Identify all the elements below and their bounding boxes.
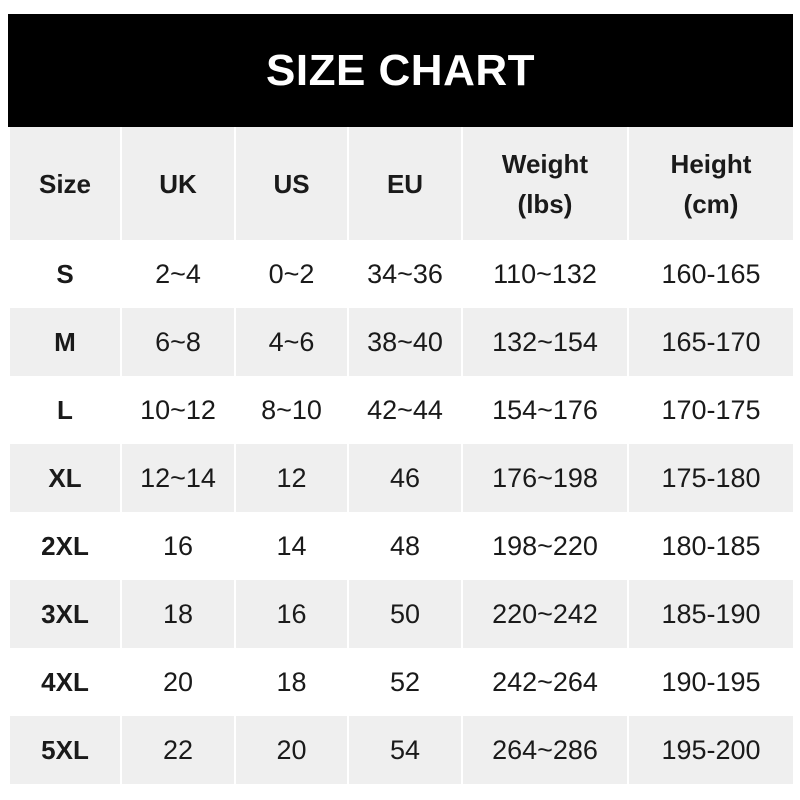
header-row: Size UK US EU Weight (lbs) Height (cm) — [8, 127, 795, 240]
cell-size: 5XL — [8, 716, 122, 784]
cell-height: 195-200 — [627, 716, 795, 784]
cell-eu: 42~44 — [347, 376, 463, 444]
cell-size: S — [8, 240, 122, 308]
cell-weight: 110~132 — [461, 240, 629, 308]
cell-height: 180-185 — [627, 512, 795, 580]
table-row: 3XL 18 16 50 220~242 185-190 — [8, 580, 795, 648]
cell-size: 3XL — [8, 580, 122, 648]
cell-uk: 16 — [120, 512, 236, 580]
table-row: M 6~8 4~6 38~40 132~154 165-170 — [8, 308, 795, 376]
cell-uk: 12~14 — [120, 444, 236, 512]
cell-size: L — [8, 376, 122, 444]
header-unit: (lbs) — [517, 188, 573, 219]
cell-weight: 264~286 — [461, 716, 629, 784]
cell-uk: 20 — [120, 648, 236, 716]
header-label: Weight — [501, 148, 589, 179]
cell-size: 4XL — [8, 648, 122, 716]
cell-us: 8~10 — [234, 376, 349, 444]
size-table: Size UK US EU Weight (lbs) Height (cm) S 2~4 0~2 3… — [8, 127, 795, 784]
column-header-weight: Weight (lbs) — [461, 127, 629, 240]
cell-us: 12 — [234, 444, 349, 512]
column-header-height: Height (cm) — [627, 127, 795, 240]
column-header-us: US — [234, 127, 349, 240]
cell-height: 175-180 — [627, 444, 795, 512]
column-header-size: Size — [8, 127, 122, 240]
cell-height: 190-195 — [627, 648, 795, 716]
cell-eu: 38~40 — [347, 308, 463, 376]
cell-eu: 34~36 — [347, 240, 463, 308]
cell-eu: 48 — [347, 512, 463, 580]
cell-us: 4~6 — [234, 308, 349, 376]
cell-height: 185-190 — [627, 580, 795, 648]
cell-weight: 220~242 — [461, 580, 629, 648]
cell-size: 2XL — [8, 512, 122, 580]
header-label: Size — [38, 168, 92, 199]
cell-eu: 50 — [347, 580, 463, 648]
cell-us: 20 — [234, 716, 349, 784]
cell-weight: 154~176 — [461, 376, 629, 444]
cell-us: 18 — [234, 648, 349, 716]
cell-uk: 22 — [120, 716, 236, 784]
cell-height: 160-165 — [627, 240, 795, 308]
table-row: L 10~12 8~10 42~44 154~176 170-175 — [8, 376, 795, 444]
cell-weight: 242~264 — [461, 648, 629, 716]
table-row: 5XL 22 20 54 264~286 195-200 — [8, 716, 795, 784]
size-chart: SIZE CHART Size UK US EU Weight (lbs) Height (c… — [8, 14, 795, 784]
header-label: EU — [386, 168, 424, 199]
cell-height: 170-175 — [627, 376, 795, 444]
column-header-uk: UK — [120, 127, 236, 240]
header-label: Height — [670, 148, 752, 179]
table-row: XL 12~14 12 46 176~198 175-180 — [8, 444, 795, 512]
cell-eu: 52 — [347, 648, 463, 716]
cell-size: M — [8, 308, 122, 376]
chart-title: SIZE CHART — [8, 14, 793, 127]
cell-uk: 18 — [120, 580, 236, 648]
header-unit: (cm) — [683, 188, 739, 219]
cell-eu: 46 — [347, 444, 463, 512]
header-label: UK — [159, 168, 197, 199]
cell-weight: 132~154 — [461, 308, 629, 376]
cell-height: 165-170 — [627, 308, 795, 376]
cell-weight: 198~220 — [461, 512, 629, 580]
cell-uk: 10~12 — [120, 376, 236, 444]
header-label: US — [273, 168, 310, 199]
table-row: 2XL 16 14 48 198~220 180-185 — [8, 512, 795, 580]
cell-uk: 6~8 — [120, 308, 236, 376]
table-row: 4XL 20 18 52 242~264 190-195 — [8, 648, 795, 716]
cell-uk: 2~4 — [120, 240, 236, 308]
cell-us: 14 — [234, 512, 349, 580]
table-row: S 2~4 0~2 34~36 110~132 160-165 — [8, 240, 795, 308]
cell-weight: 176~198 — [461, 444, 629, 512]
cell-us: 16 — [234, 580, 349, 648]
column-header-eu: EU — [347, 127, 463, 240]
cell-eu: 54 — [347, 716, 463, 784]
cell-us: 0~2 — [234, 240, 349, 308]
cell-size: XL — [8, 444, 122, 512]
